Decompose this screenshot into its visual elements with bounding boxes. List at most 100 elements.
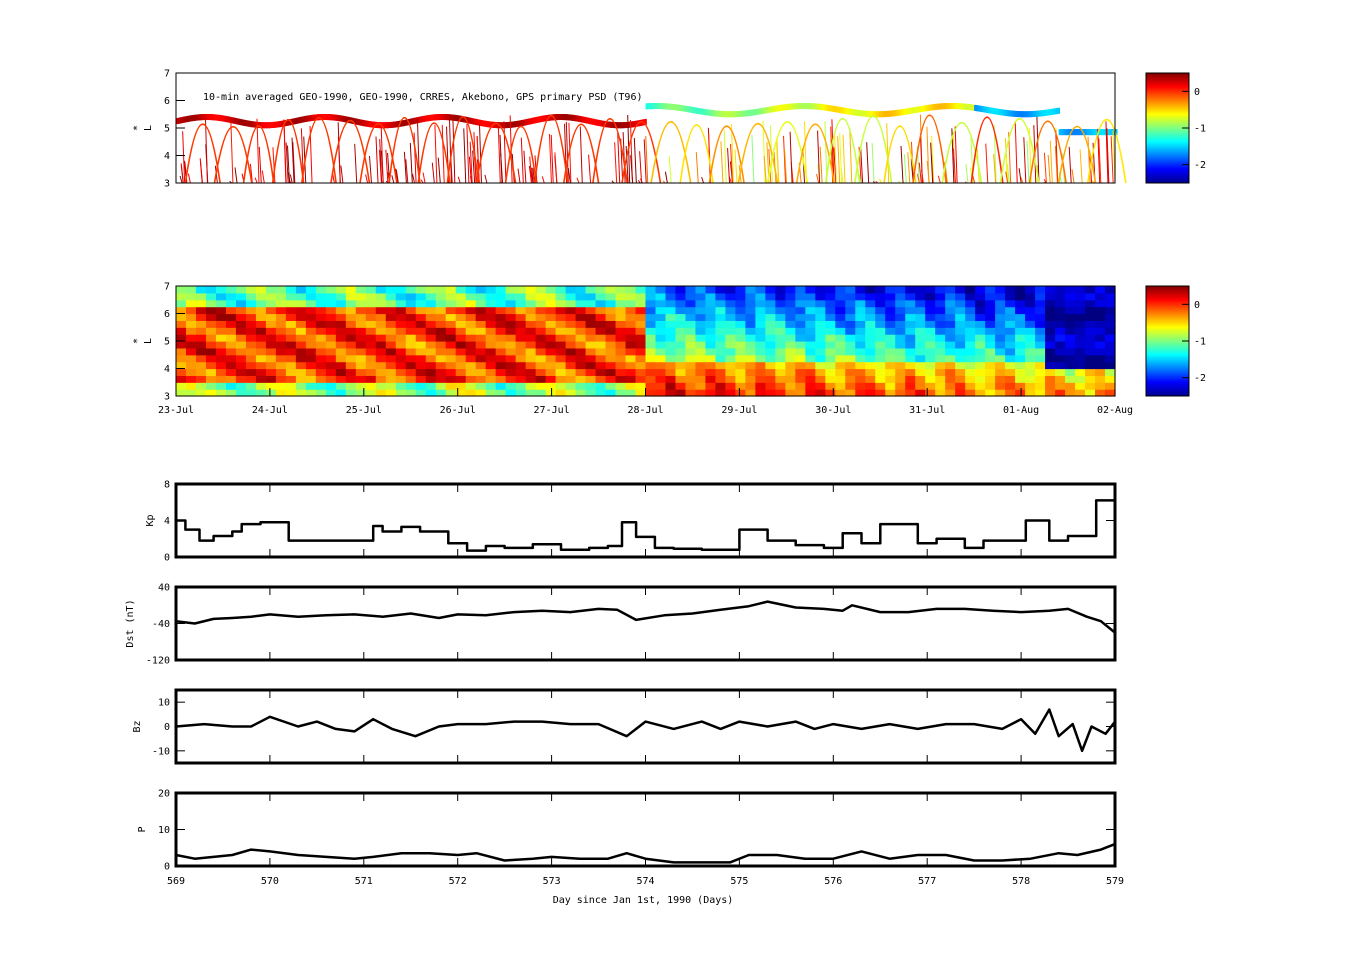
psd-cell-21	[185, 354, 197, 363]
psd-cell-734	[625, 292, 637, 301]
psd-cell-671	[585, 286, 597, 294]
psd-cell-531	[505, 368, 517, 376]
psd-cell-1357	[1015, 299, 1026, 308]
psd-cell-101	[235, 354, 247, 363]
psd-cell-918	[745, 347, 756, 356]
psd-cell-578	[535, 375, 547, 383]
psd-cell-145	[265, 382, 277, 390]
psd-cell-206	[295, 292, 307, 301]
psd-cell-420	[435, 361, 447, 370]
psd-point-993	[484, 174, 488, 184]
psd-cell-530	[505, 375, 517, 383]
psd-cell-1180	[905, 306, 916, 315]
psd-cell-146	[265, 375, 277, 383]
psd-point-846	[375, 136, 379, 184]
psd-scatter-colorbar-ticks: 0-1-2	[1182, 87, 1206, 171]
psd-cell-1330	[1005, 375, 1016, 383]
psd-cell-165	[275, 354, 287, 363]
psd-cell-475	[465, 313, 477, 321]
psd-cell-415	[425, 286, 437, 294]
psd-cell-668	[585, 306, 597, 315]
psd-point-904	[420, 179, 424, 184]
psd-cell-1091	[855, 368, 866, 376]
psd-cell-410	[425, 320, 437, 328]
psd-point-1092	[1086, 118, 1127, 184]
psd-cell-903	[735, 341, 746, 349]
psd-cell-713	[615, 327, 627, 335]
psd-cell-1355	[1015, 313, 1026, 321]
psd-cell-406	[425, 347, 437, 356]
psd-cell-519	[495, 341, 507, 349]
psd-cell-1199	[915, 286, 926, 294]
psd-cell-1420	[1055, 306, 1066, 315]
psd-cell-1112	[865, 334, 876, 342]
psd-cell-1400	[1045, 334, 1056, 342]
psd-cell-763	[645, 313, 657, 321]
psd-cell-523	[495, 313, 507, 321]
psd-cell-1135	[875, 286, 886, 294]
psd-scatter-colorbar-label-1: -1	[1194, 124, 1206, 135]
psd-cell-650	[575, 320, 587, 328]
psd-cell-374	[405, 347, 417, 356]
psd-cell-793	[665, 327, 677, 335]
psd-cell-545	[515, 382, 527, 390]
psd-cell-898	[735, 375, 746, 383]
day-tick-label-0: 569	[167, 876, 185, 887]
psd-cell-569	[525, 327, 537, 335]
psd-cell-819	[685, 368, 697, 376]
psd-cell-196	[295, 361, 307, 370]
psd-cell-1308	[985, 306, 996, 315]
psd-cell-1248	[955, 389, 966, 397]
psd-cell-1162	[895, 320, 906, 328]
psd-cell-1109	[865, 354, 876, 363]
psd-cell-835	[695, 368, 707, 376]
psd-point-885	[478, 123, 482, 184]
psd-cell-178	[285, 375, 297, 383]
psd-cell-1085	[845, 299, 856, 308]
psd-cell-509	[485, 299, 497, 308]
psd-cell-167	[275, 341, 287, 349]
psd-cell-492	[475, 306, 487, 315]
psd-point-883	[365, 174, 369, 184]
psd-cell-139	[255, 313, 267, 321]
psd-cell-153	[265, 327, 277, 335]
date-tick-label-9: 01-Aug	[1003, 405, 1039, 416]
psd-cell-302	[355, 292, 367, 301]
psd-cell-1282	[975, 375, 986, 383]
psd-cell-823	[685, 341, 697, 349]
psd-cell-582	[535, 347, 547, 356]
psd-cell-1434	[1065, 320, 1076, 328]
psd-cell-1232	[945, 389, 956, 397]
psd-cell-1259	[955, 313, 966, 321]
psd-cell-807	[675, 341, 687, 349]
psd-cell-782	[655, 292, 667, 301]
psd-cell-905	[735, 327, 746, 335]
psd-cell-69	[215, 354, 227, 363]
psd-cell-251	[325, 313, 337, 321]
psd-cell-356	[395, 361, 407, 370]
psd-cell-872	[715, 334, 727, 342]
psd-cell-809	[675, 327, 687, 335]
psd-cell-981	[785, 354, 796, 363]
psd-cell-331	[375, 313, 387, 321]
psd-cell-591	[535, 286, 547, 294]
psd-cell-560	[525, 389, 537, 397]
psd-cell-740	[635, 361, 647, 370]
psd-point-946	[579, 126, 583, 184]
psd-cell-1121	[875, 382, 886, 390]
psd-cell-43	[195, 313, 207, 321]
psd-cell-600	[545, 334, 557, 342]
psd-cell-7	[176, 341, 187, 349]
psd-cell-1307	[985, 313, 996, 321]
psd-point-902	[819, 146, 823, 184]
psd-cell-874	[715, 320, 727, 328]
psd-cell-23	[185, 341, 197, 349]
day-tick-label-4: 573	[543, 876, 561, 887]
psd-cell-1366	[1025, 347, 1036, 356]
psd-cell-1098	[855, 320, 866, 328]
psd-cell-217	[305, 327, 317, 335]
psd-cell-1432	[1065, 334, 1076, 342]
psd-cell-922	[745, 320, 756, 328]
psd-cell-186	[285, 320, 297, 328]
psd-cell-1236	[945, 361, 956, 370]
